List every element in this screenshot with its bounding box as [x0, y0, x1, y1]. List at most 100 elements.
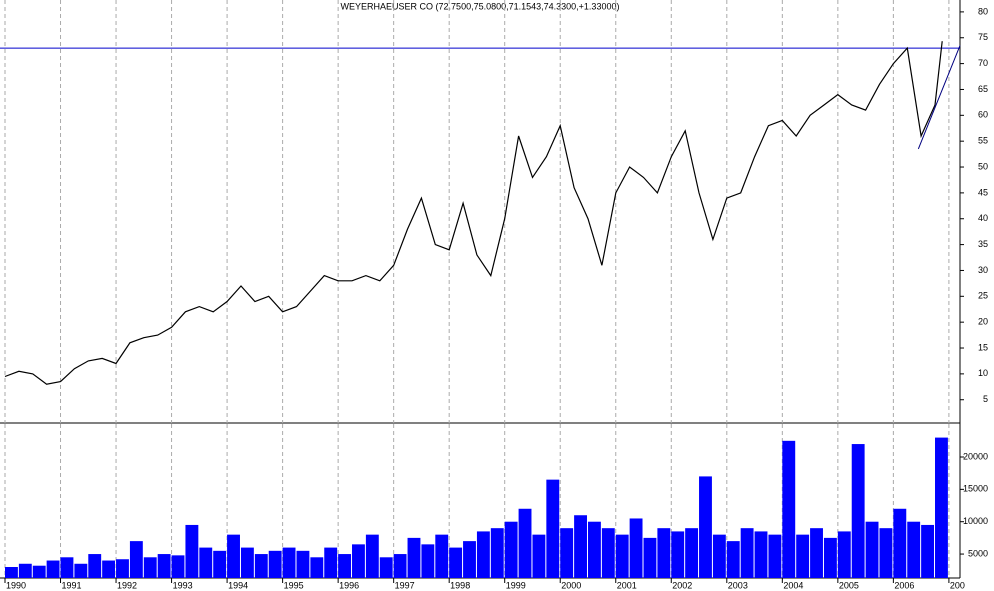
- x-tick-label: 1993: [173, 580, 193, 590]
- volume-bar: [254, 554, 268, 578]
- volume-bar: [754, 531, 768, 578]
- volume-bar: [921, 524, 935, 578]
- volume-bar: [671, 531, 685, 578]
- volume-bar: [601, 528, 615, 578]
- volume-bar: [865, 521, 879, 578]
- volume-bar: [615, 534, 629, 578]
- x-tick-label: 2001: [617, 580, 637, 590]
- volume-bar: [282, 547, 296, 578]
- volume-bar: [935, 437, 948, 578]
- volume-bar: [518, 508, 532, 578]
- volume-bar: [712, 534, 726, 578]
- price-line: [4, 41, 943, 385]
- volume-bar: [171, 555, 185, 578]
- x-tick-label: 1994: [228, 580, 248, 590]
- y-tick-label: 10: [978, 368, 988, 378]
- y-tick-label: 65: [978, 84, 988, 94]
- x-tick-label: 2000: [561, 580, 581, 590]
- y-tick-label: 75: [978, 32, 988, 42]
- x-tick-label: 2006: [894, 580, 914, 590]
- volume-bar: [574, 515, 587, 578]
- x-tick-label: 1996: [339, 580, 359, 590]
- y-tick-label: 15: [978, 342, 988, 352]
- volume-bar: [629, 518, 643, 578]
- volume-bar: [18, 563, 32, 578]
- y-tick-label: 55: [978, 136, 988, 146]
- volume-bar: [407, 537, 421, 578]
- volume-bar: [310, 557, 324, 578]
- volume-bar: [879, 528, 893, 578]
- volume-bar: [504, 521, 518, 578]
- x-tick-label: 2004: [783, 580, 803, 590]
- volume-bar: [796, 534, 810, 578]
- volume-bar: [88, 554, 102, 578]
- x-tick-label: 1995: [284, 580, 304, 590]
- y-tick-label: 80: [978, 6, 988, 16]
- volume-bar: [102, 560, 116, 578]
- volume-bar: [199, 547, 213, 578]
- volume-bar: [393, 554, 407, 578]
- volume-bar: [546, 479, 560, 578]
- x-tick-label: 1990: [6, 580, 26, 590]
- volume-bar: [185, 524, 199, 578]
- volume-bar: [810, 528, 823, 578]
- volume-bar: [421, 544, 435, 578]
- volume-bar: [657, 528, 671, 578]
- y-tick-label: 5000: [968, 548, 988, 558]
- x-tick-label: 1991: [62, 580, 82, 590]
- x-tick-label: 2003: [728, 580, 748, 590]
- volume-bar: [893, 508, 907, 578]
- y-tick-label: 30: [978, 265, 988, 275]
- volume-bar: [157, 554, 171, 578]
- x-tick-label: 2005: [839, 580, 859, 590]
- volume-bar: [490, 528, 504, 578]
- volume-bar: [685, 528, 699, 578]
- volume-bar: [699, 476, 712, 578]
- volume-bar: [365, 534, 379, 578]
- volume-bar: [4, 567, 18, 578]
- volume-bar: [46, 560, 60, 578]
- y-tick-label: 45: [978, 187, 988, 197]
- volume-bar: [851, 444, 865, 578]
- y-tick-label: 5: [983, 394, 988, 404]
- x-tick-label: 200: [950, 580, 965, 590]
- x-tick-label: 1997: [395, 580, 415, 590]
- y-tick-label: 15000: [963, 484, 988, 494]
- volume-bar: [32, 565, 46, 578]
- volume-bar: [907, 521, 921, 578]
- y-tick-label: 20000: [963, 451, 988, 461]
- y-tick-label: 40: [978, 213, 988, 223]
- volume-bar: [560, 528, 574, 578]
- y-tick-label: 35: [978, 239, 988, 249]
- volume-bar: [324, 547, 338, 578]
- volume-bar: [213, 550, 227, 578]
- y-tick-label: 25: [978, 291, 988, 301]
- y-tick-label: 50: [978, 161, 988, 171]
- volume-bar: [768, 534, 782, 578]
- volume-bar: [740, 528, 754, 578]
- volume-bar: [143, 557, 157, 578]
- volume-bar: [268, 550, 282, 578]
- trend-line: [917, 45, 961, 150]
- volume-bar: [782, 440, 796, 578]
- x-tick-label: 1999: [506, 580, 526, 590]
- x-tick-label: 2002: [672, 580, 692, 590]
- volume-bar: [352, 544, 365, 578]
- volume-bar: [240, 547, 254, 578]
- y-tick-label: 60: [978, 110, 988, 120]
- volume-bar: [476, 531, 490, 578]
- volume-bar: [116, 559, 129, 578]
- volume-bar: [726, 541, 740, 578]
- volume-bar: [532, 534, 546, 578]
- volume-bar: [74, 563, 88, 578]
- volume-bar: [338, 554, 352, 578]
- volume-bar: [296, 550, 310, 578]
- volume-bar: [449, 547, 463, 578]
- chart-title: WEYERHAEUSER CO (72.7500,75.0800,71.1543…: [341, 1, 620, 11]
- volume-bar: [837, 531, 851, 578]
- x-tick-label: 1998: [450, 580, 470, 590]
- volume-bar: [823, 537, 837, 578]
- volume-bar: [643, 537, 657, 578]
- y-tick-label: 70: [978, 58, 988, 68]
